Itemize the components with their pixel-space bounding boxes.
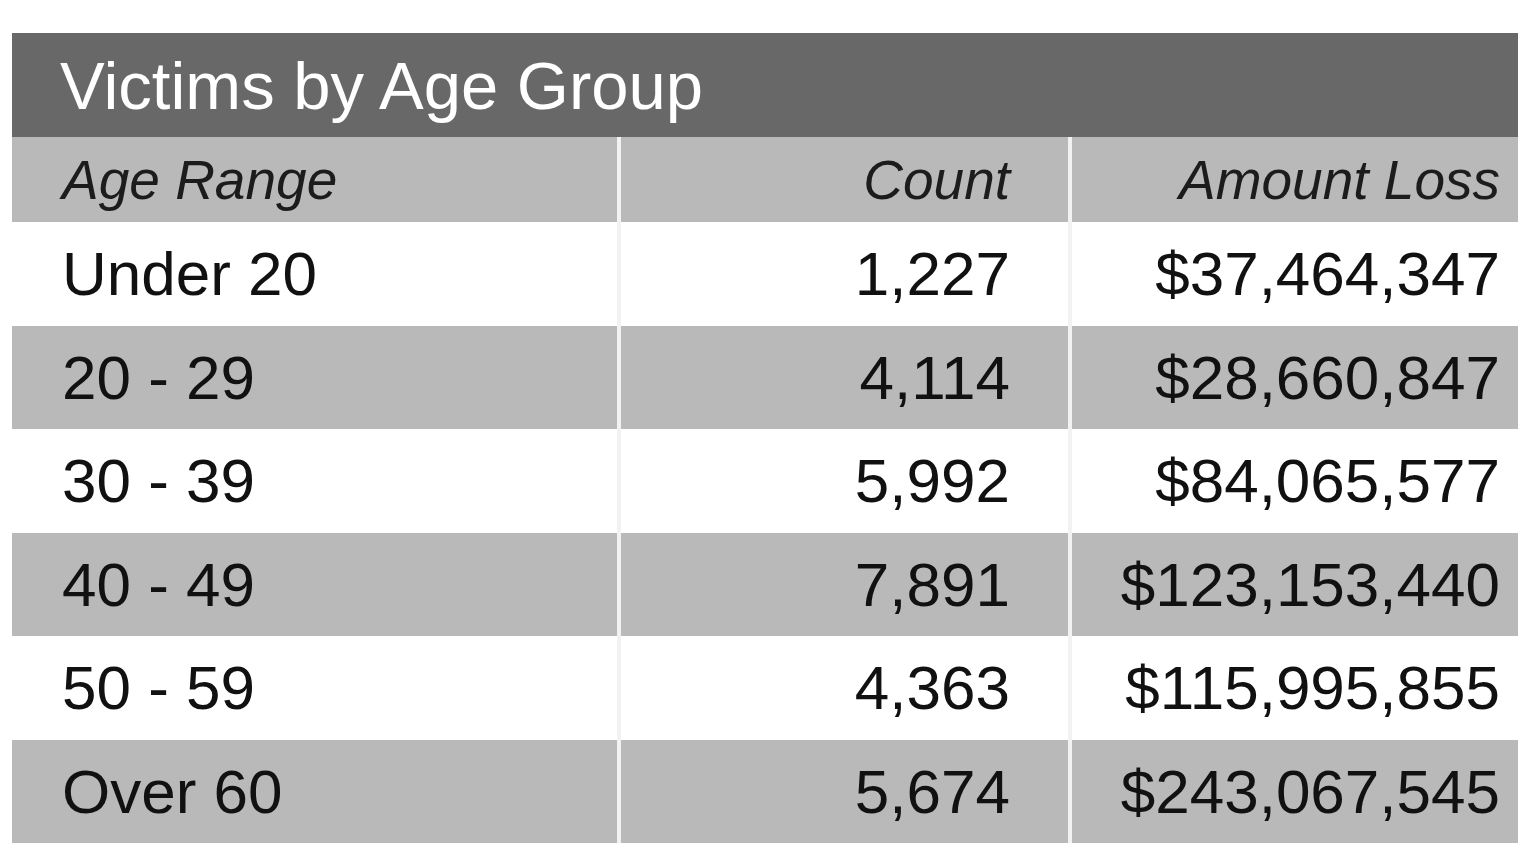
table-title-bar: Victims by Age Group <box>12 33 1518 137</box>
amount-loss-cell: $84,065,577 <box>1068 429 1518 533</box>
count-cell: 5,674 <box>617 740 1068 844</box>
table-row: 40 - 49 7,891 $123,153,440 <box>12 533 1518 637</box>
amount-loss-cell: $115,995,855 <box>1068 636 1518 740</box>
table-row: 50 - 59 4,363 $115,995,855 <box>12 636 1518 740</box>
table-title: Victims by Age Group <box>60 47 703 124</box>
count-cell: 4,114 <box>617 326 1068 430</box>
count-cell: 5,992 <box>617 429 1068 533</box>
column-header-age-range: Age Range <box>12 137 617 222</box>
column-header-amount-loss: Amount Loss <box>1068 137 1518 222</box>
victims-by-age-group-table: Victims by Age Group Age Range Count Amo… <box>12 33 1518 843</box>
amount-loss-cell: $37,464,347 <box>1068 222 1518 326</box>
count-cell: 1,227 <box>617 222 1068 326</box>
count-cell: 7,891 <box>617 533 1068 637</box>
table-row: Over 60 5,674 $243,067,545 <box>12 740 1518 844</box>
table-header-row: Age Range Count Amount Loss <box>12 137 1518 222</box>
age-range-cell: 30 - 39 <box>12 429 617 533</box>
table-row: 30 - 39 5,992 $84,065,577 <box>12 429 1518 533</box>
table-row: 20 - 29 4,114 $28,660,847 <box>12 326 1518 430</box>
amount-loss-cell: $243,067,545 <box>1068 740 1518 844</box>
count-cell: 4,363 <box>617 636 1068 740</box>
column-header-count: Count <box>617 137 1068 222</box>
age-range-cell: 40 - 49 <box>12 533 617 637</box>
amount-loss-cell: $28,660,847 <box>1068 326 1518 430</box>
age-range-cell: Over 60 <box>12 740 617 844</box>
page: Victims by Age Group Age Range Count Amo… <box>0 0 1530 860</box>
age-range-cell: 50 - 59 <box>12 636 617 740</box>
age-range-cell: 20 - 29 <box>12 326 617 430</box>
table-row: Under 20 1,227 $37,464,347 <box>12 222 1518 326</box>
amount-loss-cell: $123,153,440 <box>1068 533 1518 637</box>
age-range-cell: Under 20 <box>12 222 617 326</box>
